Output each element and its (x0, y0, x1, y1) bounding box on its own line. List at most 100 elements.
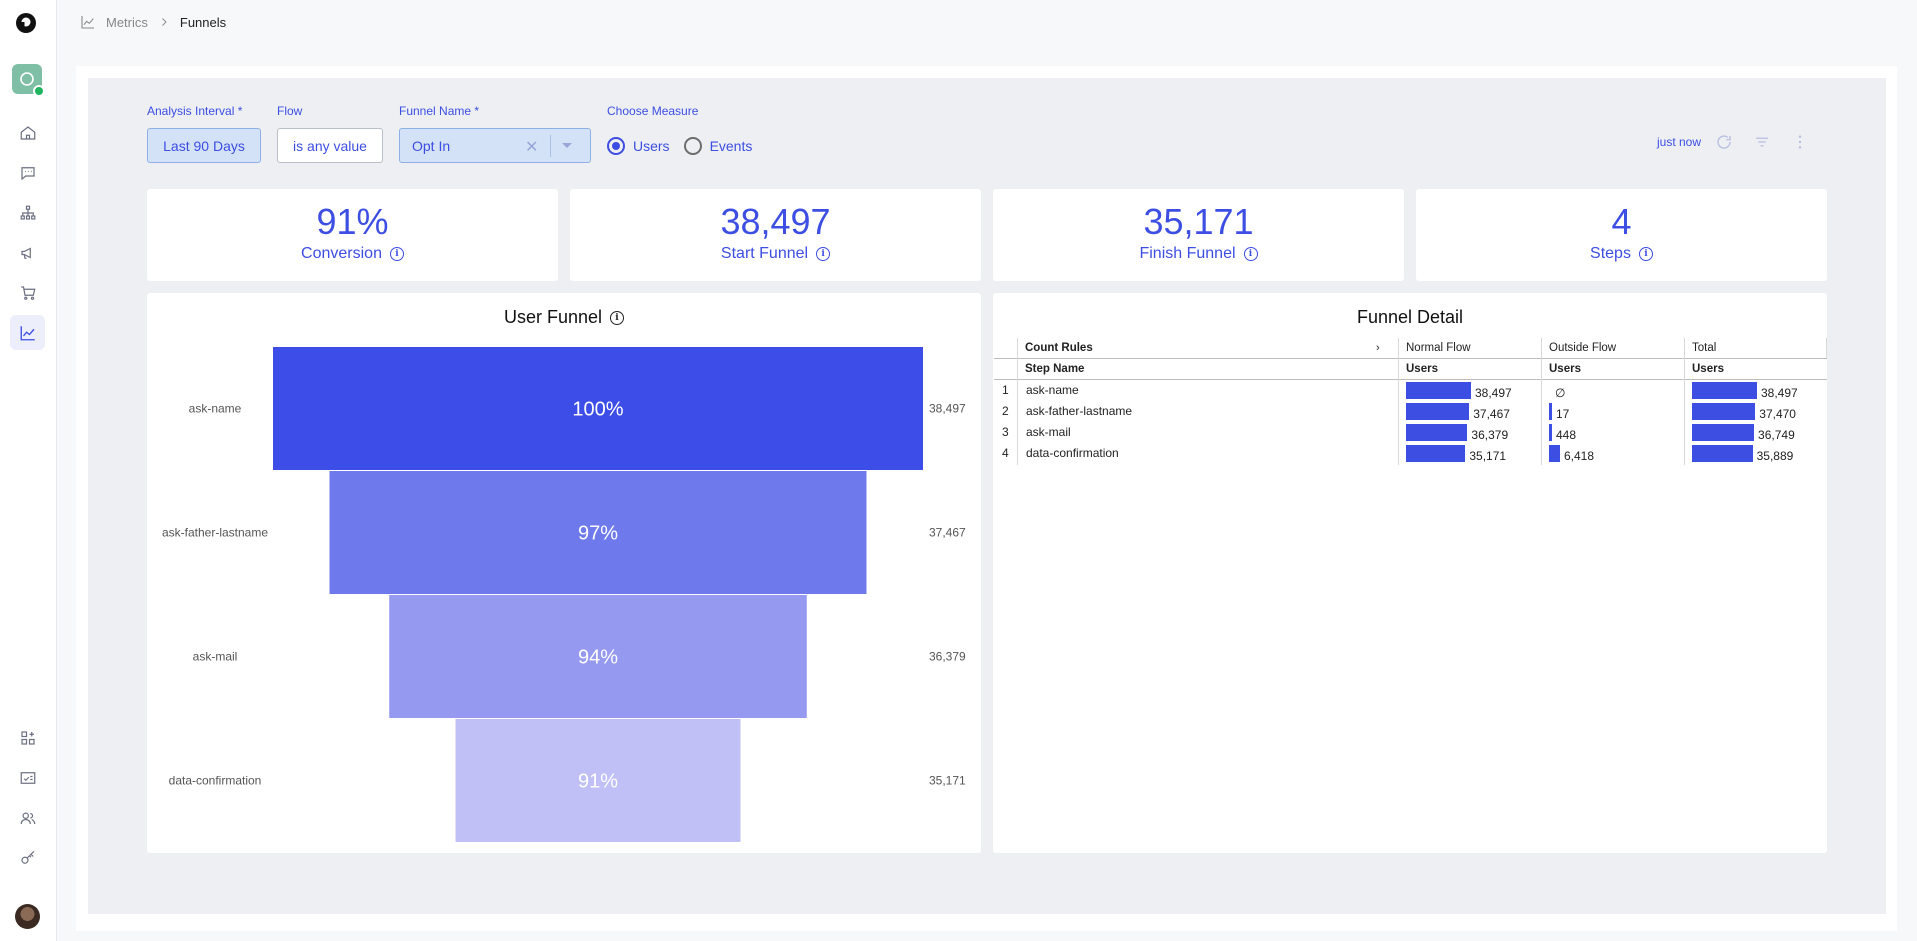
info-icon[interactable]: i (816, 247, 831, 261)
normal-flow-value: 36,379 (1471, 428, 1509, 442)
radio-selected-icon[interactable] (607, 136, 625, 155)
kpi-finish-funnel: 35,171 Finish Funnel i (993, 189, 1404, 281)
info-icon[interactable]: i (1243, 247, 1258, 261)
column-divider (1398, 338, 1399, 465)
row-index: 4 (1002, 446, 1009, 460)
table-header-row: Count Rules › Normal Flow Outside Flow T… (994, 338, 1827, 358)
select-divider (550, 135, 551, 157)
home-icon[interactable] (10, 115, 45, 150)
column-divider (1017, 338, 1018, 465)
funnel-bar-ask-name[interactable] (273, 347, 923, 470)
kpi-label: Steps (1590, 245, 1631, 262)
total-value: 36,749 (1758, 428, 1795, 442)
funnel-name-select[interactable]: Opt In ✕ (399, 128, 591, 163)
total-bar (1692, 445, 1753, 462)
analysis-interval-filter: Analysis Interval * Last 90 Days (147, 104, 261, 163)
clear-icon[interactable]: ✕ (525, 139, 539, 156)
add-apps-icon[interactable] (10, 720, 45, 755)
cart-icon[interactable] (10, 275, 45, 310)
normal-flow-bar (1406, 445, 1466, 462)
choose-measure-filter: Choose Measure Users Events (607, 104, 752, 163)
table-row[interactable]: 4 data-confirmation 35,171 6,418 35,889 (994, 443, 1827, 463)
total-value: 37,470 (1759, 407, 1796, 421)
metrics-icon (81, 16, 94, 29)
chevron-right-icon (162, 18, 167, 26)
measure-events-radio[interactable]: Events (683, 136, 753, 155)
analysis-interval-select[interactable]: Last 90 Days (147, 128, 261, 163)
kpi-value: 38,497 (720, 201, 831, 242)
total-value: 38,497 (1761, 386, 1798, 400)
table-row[interactable]: 3 ask-mail 36,379 448 36,749 (994, 422, 1827, 442)
app-logo-icon[interactable] (14, 11, 38, 35)
breadcrumb-metrics[interactable]: Metrics (106, 14, 148, 30)
table-row[interactable]: 2 ask-father-lastname 37,467 17 37,470 (994, 401, 1827, 421)
funnel-step-value: 38,497 (929, 402, 966, 416)
funnel-name-label: Funnel Name (399, 104, 472, 118)
step-name-header: Step Name (1025, 363, 1085, 375)
funnel-bar-data-confirmation[interactable] (455, 719, 741, 842)
chevron-down-icon[interactable] (562, 143, 572, 148)
required-mark: * (474, 104, 480, 118)
whatsapp-status-icon (33, 85, 45, 97)
report-toolbar: just now (1657, 133, 1809, 151)
metrics-icon[interactable] (10, 315, 45, 350)
normal-flow-bar (1406, 424, 1468, 441)
outside-flow-bar (1549, 403, 1552, 420)
kpi-value: 4 (1611, 201, 1632, 242)
normal-flow-value: 38,497 (1475, 386, 1512, 400)
radio-unselected-icon[interactable] (683, 136, 702, 155)
total-bar (1692, 403, 1756, 420)
kpi-start-funnel: 38,497 Start Funnel i (570, 189, 981, 281)
flow-label: Flow (277, 104, 303, 118)
flows-icon[interactable] (10, 195, 45, 230)
table-row[interactable]: 1 ask-name 38,497 ∅ 38,497 (994, 380, 1827, 400)
normal-flow-header: Normal Flow (1406, 342, 1471, 354)
filter-icon[interactable] (1753, 133, 1771, 151)
total-header: Total (1692, 342, 1717, 354)
kpi-label: Start Funnel (720, 245, 809, 262)
bot-avatar[interactable] (12, 64, 45, 97)
megaphone-icon[interactable] (10, 235, 45, 270)
row-index: 2 (1002, 404, 1009, 418)
outside-flow-value: 17 (1556, 407, 1570, 421)
funnel-step-label: ask-father-lastname (162, 526, 268, 540)
user-avatar[interactable] (15, 904, 40, 929)
total-value: 35,889 (1756, 449, 1794, 463)
outside-flow-value: 448 (1556, 428, 1577, 442)
funnel-percent-label: 100% (572, 399, 623, 421)
normal-users-header: Users (1406, 363, 1438, 375)
tasks-icon[interactable] (10, 760, 45, 795)
measure-events-label[interactable]: Events (709, 137, 753, 154)
breadcrumb-funnels: Funnels (179, 14, 227, 30)
kpi-value: 35,171 (1143, 201, 1254, 242)
funnel-bar-ask-father-lastname[interactable] (329, 471, 867, 594)
funnel-step-value: 35,171 (929, 774, 966, 788)
measure-users-radio[interactable]: Users (607, 136, 670, 155)
funnel-detail-title: Funnel Detail (1356, 307, 1464, 327)
chat-icon[interactable] (10, 155, 45, 190)
flow-select[interactable]: is any value (277, 128, 383, 163)
normal-flow-value: 37,467 (1473, 407, 1510, 421)
kpi-conversion: 91% Conversion i (147, 189, 558, 281)
column-divider (1826, 338, 1827, 358)
more-options-icon[interactable] (1791, 133, 1809, 151)
chevron-right-icon[interactable]: › (1376, 342, 1380, 354)
info-icon[interactable]: i (610, 310, 625, 325)
info-icon[interactable]: i (1638, 247, 1653, 261)
users-icon[interactable] (10, 800, 45, 835)
info-icon[interactable]: i (389, 247, 404, 261)
user-funnel-title: User Funnel (503, 307, 603, 327)
outside-flow-header: Outside Flow (1549, 342, 1617, 354)
normal-flow-value: 35,171 (1469, 449, 1507, 463)
funnel-name-filter: Funnel Name * Opt In ✕ (399, 104, 591, 163)
analysis-interval-label: Analysis Interval (147, 104, 235, 118)
normal-flow-bar (1406, 403, 1470, 420)
measure-users-label[interactable]: Users (633, 137, 670, 154)
funnel-bar-ask-mail[interactable] (389, 595, 807, 718)
outside-flow-bar (1549, 424, 1552, 441)
key-icon[interactable] (10, 840, 45, 875)
kpi-label: Finish Funnel (1139, 245, 1236, 262)
refresh-icon[interactable] (1715, 133, 1733, 151)
row-step-name: data-confirmation (1026, 446, 1119, 460)
outside-flow-value: ∅ (1555, 386, 1566, 400)
